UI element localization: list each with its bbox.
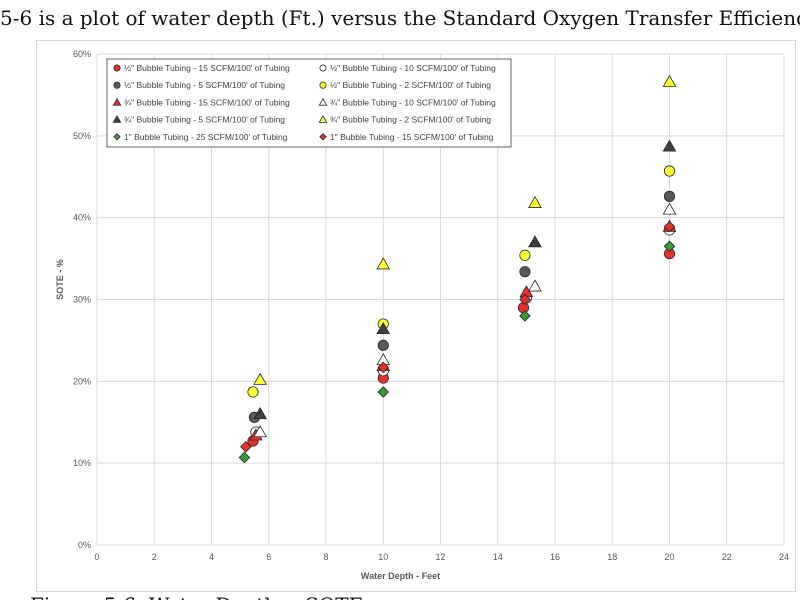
data-point xyxy=(662,139,677,152)
y-tick-label: 20% xyxy=(73,376,91,386)
data-point xyxy=(662,74,677,87)
series-6 xyxy=(253,202,677,438)
legend-entry: ¾" Bubble Tubing - 5 SCFM/100' of Tubing xyxy=(124,115,285,125)
x-tick-label: 6 xyxy=(266,552,271,562)
x-tick-label: 16 xyxy=(550,552,560,562)
series-2 xyxy=(250,224,676,438)
data-point xyxy=(247,386,259,398)
series-4 xyxy=(247,165,676,398)
y-tick-label: 0% xyxy=(78,540,91,550)
legend: ½" Bubble Tubing - 15 SCFM/100' of Tubin… xyxy=(106,58,512,148)
x-tick-label: 8 xyxy=(323,552,328,562)
data-point xyxy=(240,441,252,453)
x-tick-label: 12 xyxy=(435,552,445,562)
x-axis-title: Water Depth - Feet xyxy=(361,571,440,581)
data-point xyxy=(377,339,389,351)
legend-entry: ¾" Bubble Tubing - 15 SCFM/100' of Tubin… xyxy=(124,97,290,107)
legend-entry: ½" Bubble Tubing - 5 SCFM/100' of Tubing xyxy=(124,80,285,90)
data-point xyxy=(519,249,531,261)
data-point xyxy=(663,240,676,253)
legend-marker xyxy=(318,115,328,123)
data-point xyxy=(663,165,676,177)
data-point xyxy=(377,361,390,374)
data-point xyxy=(376,257,391,270)
legend-entry: 1" Bubble Tubing - 25 SCFM/100' of Tubin… xyxy=(124,132,288,142)
page-heading: 5-6 is a plot of water depth (Ft.) versu… xyxy=(0,6,800,30)
data-point xyxy=(663,220,676,233)
y-tick-label: 50% xyxy=(73,131,91,141)
data-point xyxy=(519,266,531,278)
legend-entry: ½" Bubble Tubing - 10 SCFM/100' of Tubin… xyxy=(330,63,496,73)
y-tick-label: 40% xyxy=(73,213,91,223)
y-tick-label: 30% xyxy=(73,295,91,305)
x-tick-label: 0 xyxy=(94,552,99,562)
data-point xyxy=(238,451,251,464)
x-tick-label: 14 xyxy=(493,552,503,562)
x-tick-label: 18 xyxy=(607,552,617,562)
x-tick-label: 20 xyxy=(664,552,674,562)
series-10 xyxy=(240,220,676,453)
x-tick-label: 2 xyxy=(152,552,157,562)
x-tick-label: 22 xyxy=(722,552,732,562)
series-3 xyxy=(248,190,676,423)
legend-marker xyxy=(318,97,328,106)
legend-entry: 1" Bubble Tubing - 15 SCFM/100' of Tubin… xyxy=(330,132,494,142)
data-point xyxy=(253,407,268,420)
legend-marker xyxy=(319,133,327,141)
data-point xyxy=(253,372,268,385)
legend-marker xyxy=(113,81,121,89)
data-point xyxy=(662,202,677,215)
x-tick-label: 24 xyxy=(779,552,789,562)
y-axis-title: SOTE - % xyxy=(55,259,65,300)
data-point xyxy=(377,386,390,398)
legend-entry: ¾" Bubble Tubing - 10 SCFM/100' of Tubin… xyxy=(330,97,496,107)
data-point xyxy=(528,195,542,208)
series-7 xyxy=(253,139,677,420)
legend-entry: ¾" Bubble Tubing - 2 SCFM/100' of Tubing xyxy=(330,115,491,125)
data-point xyxy=(528,235,542,248)
data-point xyxy=(519,310,531,322)
legend-marker xyxy=(319,64,327,72)
data-point xyxy=(517,302,530,314)
legend-box xyxy=(106,58,512,148)
figure-caption: Figure 5-6: Water Depth v. SOTE xyxy=(30,590,430,600)
data-point xyxy=(253,425,268,438)
legend-marker xyxy=(319,81,327,89)
legend-entry: ½" Bubble Tubing - 15 SCFM/100' of Tubin… xyxy=(124,63,290,73)
x-tick-label: 10 xyxy=(378,552,388,562)
data-point xyxy=(528,279,542,292)
y-tick-label: 10% xyxy=(73,458,91,468)
series-1 xyxy=(247,248,676,447)
legend-marker xyxy=(112,115,122,123)
legend-marker xyxy=(113,133,121,141)
legend-entry: ½" Bubble Tubing - 2 SCFM/100' of Tubing xyxy=(330,80,491,90)
y-tick-label: 60% xyxy=(73,49,91,59)
legend-marker xyxy=(112,97,122,106)
data-point xyxy=(663,190,676,202)
data-point xyxy=(376,321,391,335)
legend-marker xyxy=(113,64,121,72)
series-8 xyxy=(253,74,677,385)
series-9 xyxy=(238,240,676,464)
x-tick-label: 4 xyxy=(209,552,214,562)
data-point xyxy=(519,293,531,306)
